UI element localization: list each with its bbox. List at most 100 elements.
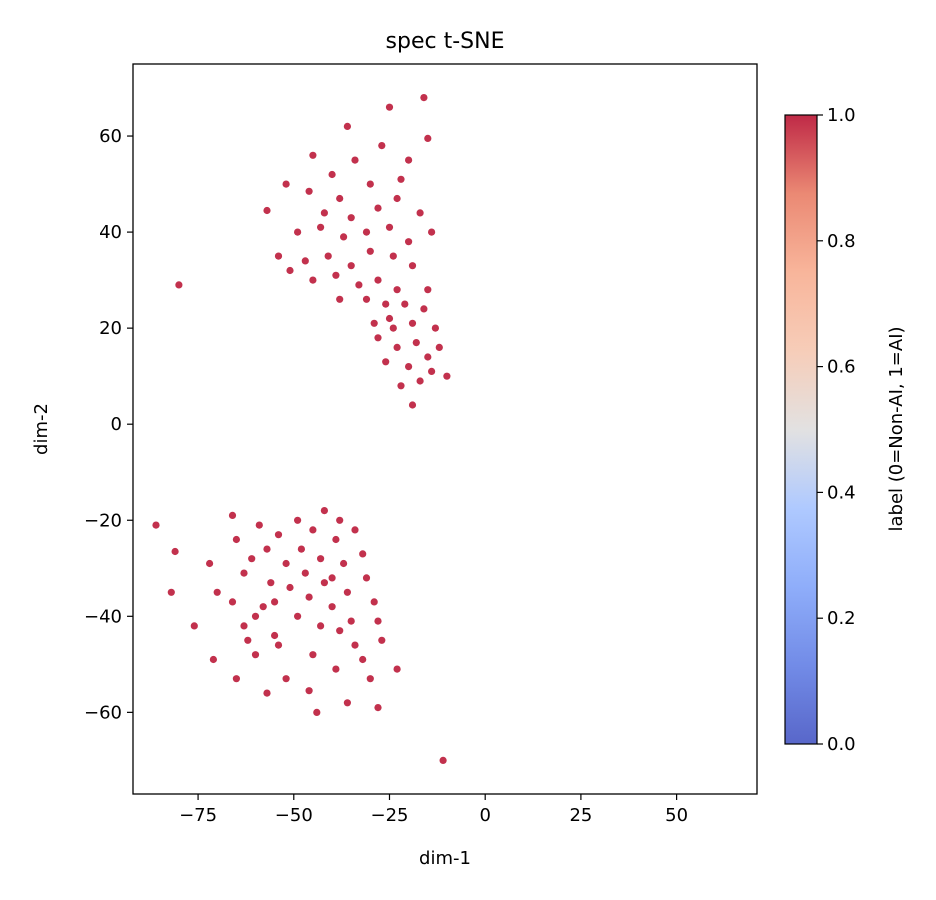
data-point [263, 689, 271, 697]
data-point [320, 507, 328, 515]
data-point [263, 545, 271, 553]
data-point [439, 756, 447, 765]
data-point [378, 142, 386, 150]
data-point [240, 622, 248, 630]
data-point [374, 276, 382, 284]
data-point [351, 641, 359, 649]
data-point [309, 651, 317, 659]
data-point [271, 598, 279, 606]
data-point [420, 305, 428, 313]
data-point [274, 641, 283, 649]
data-point [328, 170, 336, 179]
data-point [248, 555, 256, 563]
data-point [370, 319, 378, 327]
data-point [416, 209, 424, 217]
data-point [240, 569, 248, 577]
y-tick-label: 0 [111, 414, 122, 435]
data-point [412, 339, 420, 347]
data-point [393, 343, 401, 351]
data-point [336, 194, 344, 203]
data-point [297, 545, 305, 553]
data-point [255, 521, 263, 529]
data-point [385, 223, 394, 231]
data-point [374, 617, 382, 625]
data-point [366, 675, 374, 683]
y-axis-label: dim-2 [31, 403, 52, 455]
x-tick-label: 50 [665, 805, 688, 826]
data-point [393, 194, 401, 203]
data-point [324, 252, 332, 260]
data-point [343, 122, 351, 130]
data-point [420, 94, 428, 102]
data-point [309, 526, 317, 534]
data-point [347, 214, 355, 222]
data-point [374, 204, 382, 212]
data-point [408, 319, 417, 327]
data-point [251, 612, 260, 620]
data-point [286, 266, 294, 275]
y-axis: −60 −40 −20 0 20 40 60 [84, 126, 133, 723]
data-point [294, 516, 302, 524]
scatter-points [152, 94, 451, 765]
data-point [431, 324, 439, 332]
colorbar-tick-label: 0.4 [827, 482, 856, 503]
data-point [340, 559, 348, 568]
data-point [443, 372, 451, 380]
data-point [428, 367, 436, 375]
data-point [362, 228, 371, 236]
data-point [209, 655, 217, 664]
data-point [382, 300, 390, 308]
data-point [343, 588, 351, 596]
colorbar-ticks: 0.0 0.2 0.4 0.6 0.8 1.0 [817, 105, 856, 755]
data-point [274, 252, 283, 260]
data-point [355, 281, 363, 289]
data-point [347, 262, 355, 270]
data-point [382, 358, 390, 366]
data-point [274, 531, 283, 539]
data-point [309, 151, 317, 159]
x-tick-label: 0 [479, 805, 490, 826]
data-point [313, 708, 321, 717]
colorbar-tick-label: 1.0 [827, 105, 856, 126]
data-point [385, 314, 394, 323]
data-point [408, 401, 417, 409]
y-tick-label: 60 [99, 126, 122, 147]
chart-title: spec t-SNE [386, 29, 505, 54]
data-point [366, 247, 374, 255]
data-point [328, 603, 336, 611]
data-point [320, 579, 328, 587]
colorbar-tick-label: 0.8 [827, 231, 856, 252]
data-point [362, 574, 371, 582]
data-point [393, 665, 401, 673]
x-tick-label: −50 [275, 805, 313, 826]
data-point [317, 622, 325, 630]
data-point [317, 223, 325, 231]
data-point [424, 353, 432, 361]
data-point [332, 271, 340, 279]
data-point [232, 675, 240, 683]
data-point [259, 603, 267, 611]
data-point [351, 526, 359, 534]
data-point [282, 180, 290, 188]
data-point [294, 612, 302, 620]
data-point [389, 252, 397, 260]
data-point [347, 617, 355, 625]
data-point [336, 295, 344, 303]
data-point [359, 550, 367, 558]
y-tick-label: 20 [99, 318, 122, 339]
data-point [206, 559, 214, 568]
data-point [286, 583, 294, 592]
data-point [263, 206, 271, 215]
data-point [282, 559, 290, 568]
data-point [213, 588, 221, 596]
data-point [152, 521, 160, 529]
data-point [305, 687, 313, 695]
data-point [374, 704, 382, 712]
data-point [309, 276, 317, 284]
colorbar-tick-label: 0.2 [827, 608, 856, 629]
y-tick-label: −40 [84, 606, 122, 627]
x-tick-label: 25 [569, 805, 592, 826]
data-point [351, 156, 359, 164]
data-point [232, 535, 240, 544]
